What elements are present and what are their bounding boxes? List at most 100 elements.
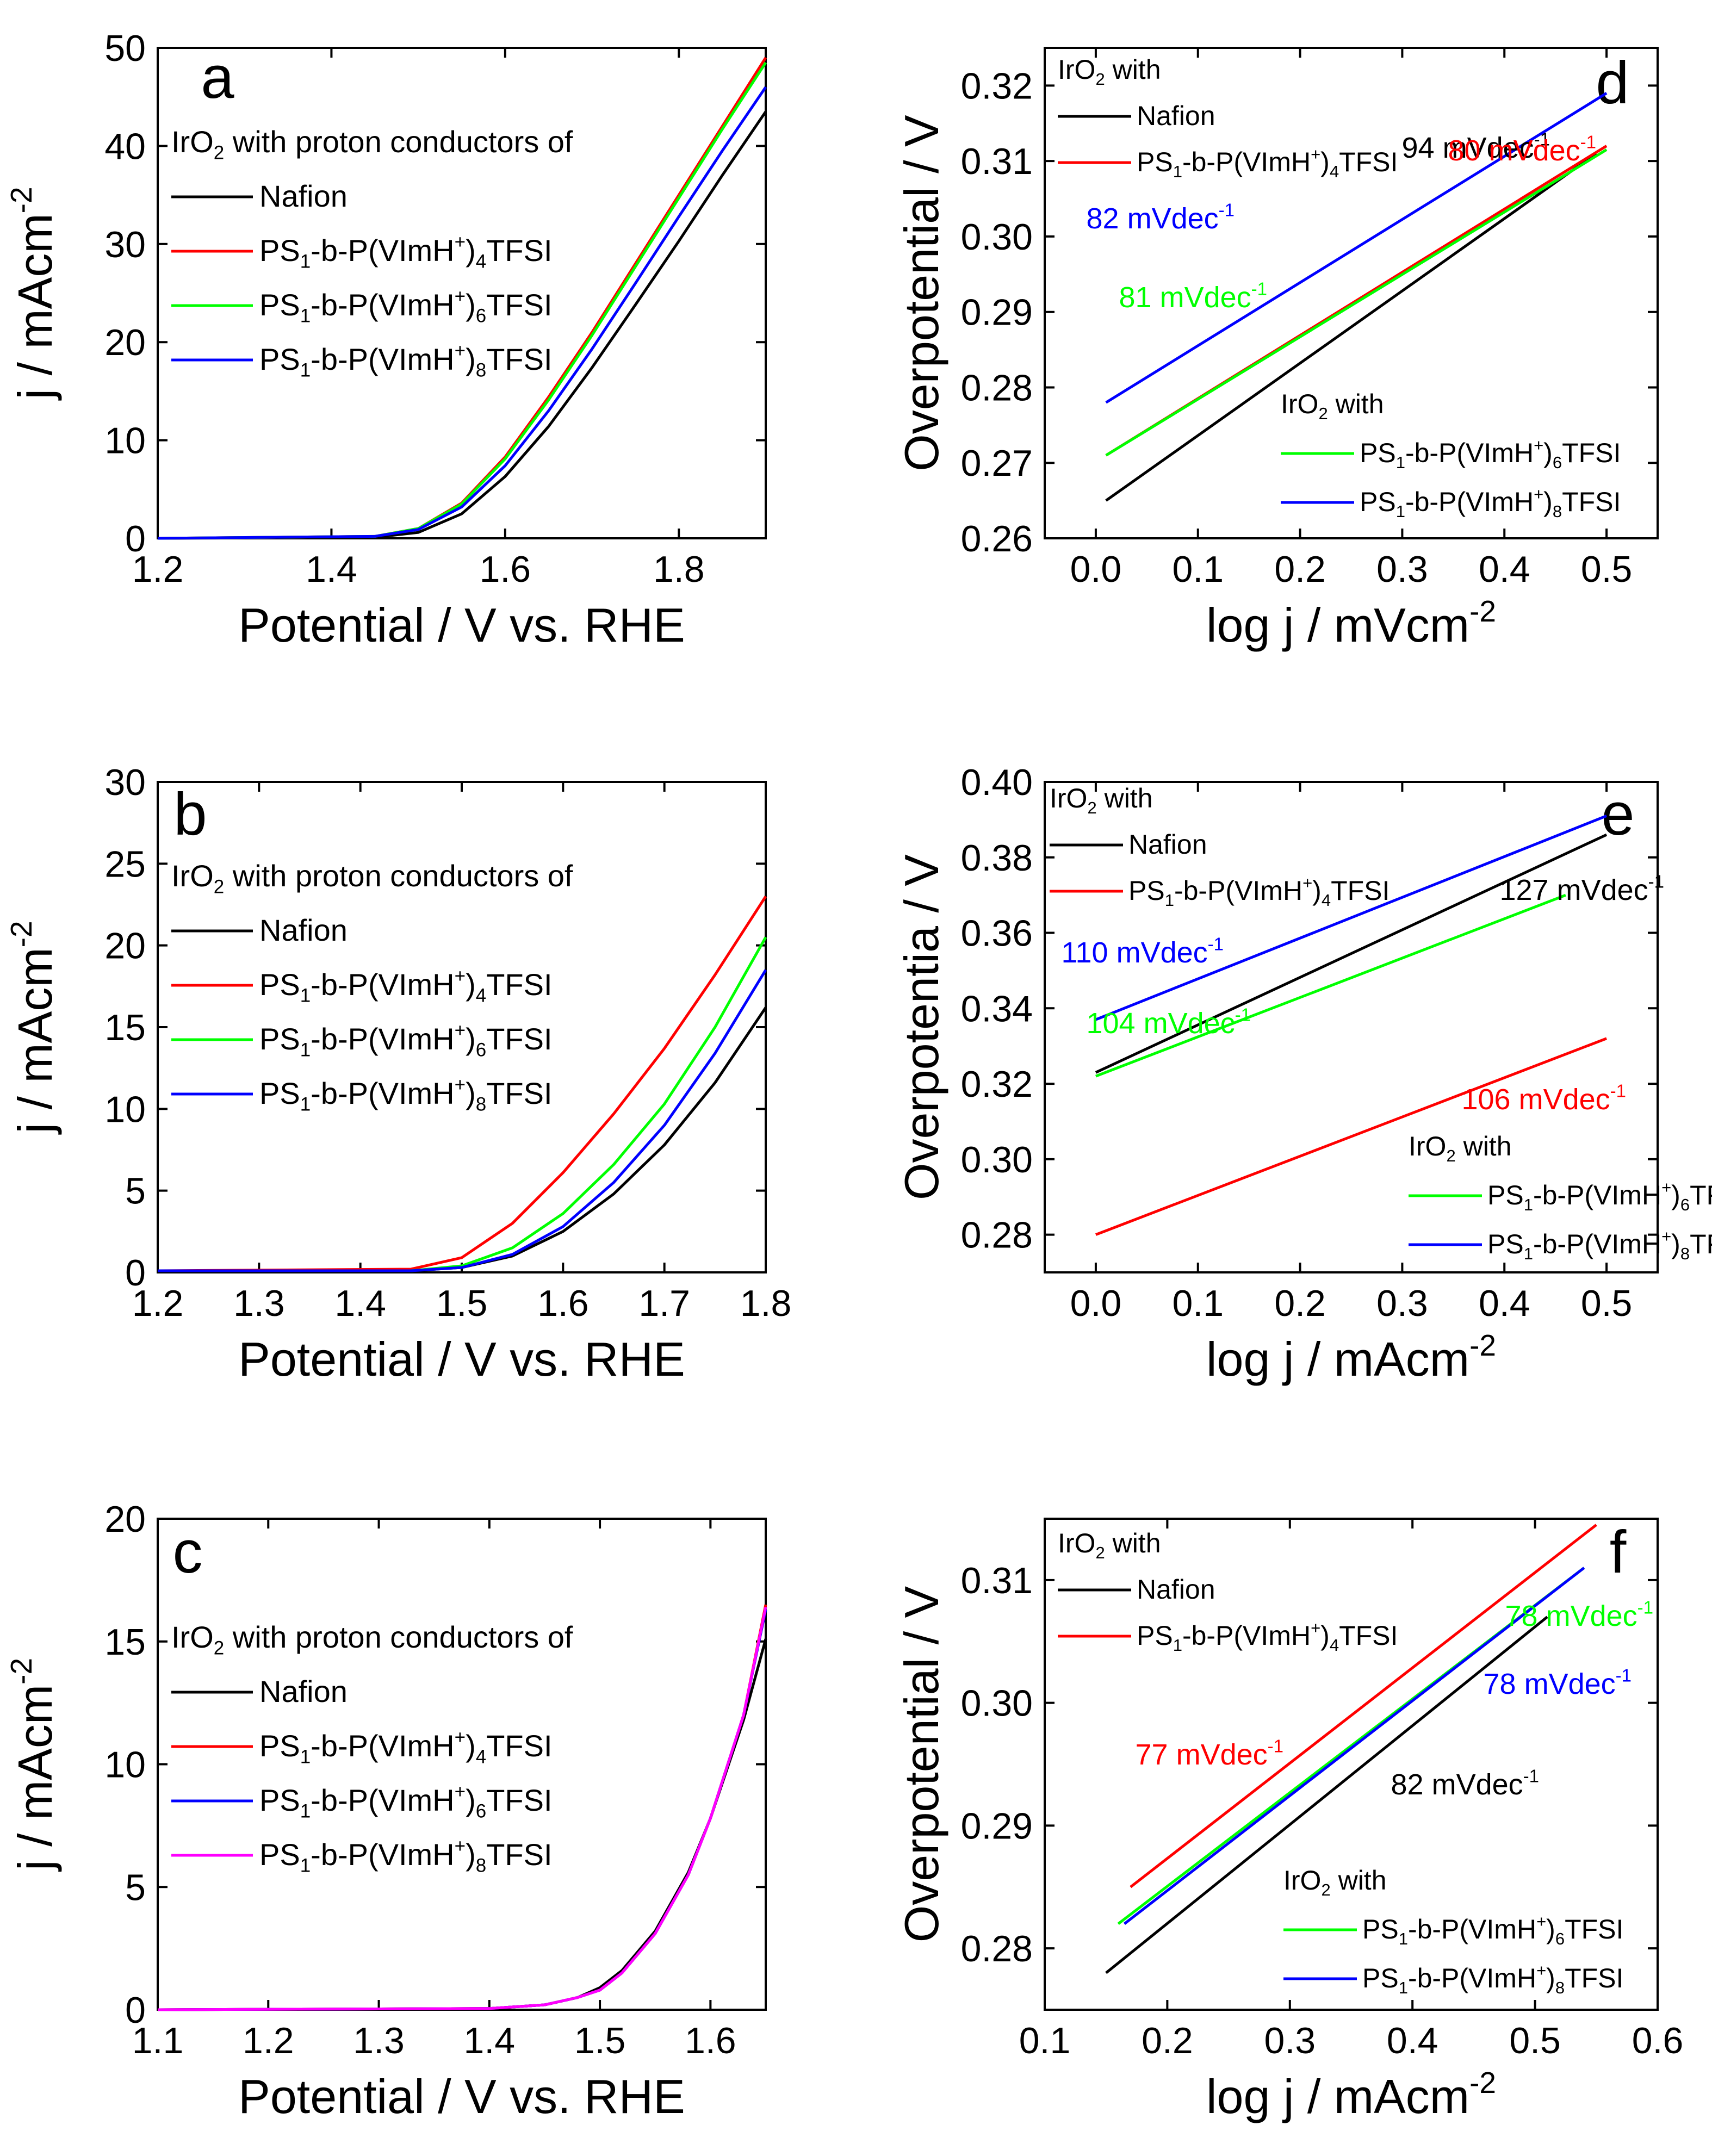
series-line [1105,1616,1548,1974]
legend-label: PS1-b-P(VImH+)8TFSI [1360,484,1621,521]
legend-title: IrO2 with proton conductors of [171,125,573,163]
chart-panel-e: 0.0 0.1 0.2 0.3 0.4 0.5 0.28 0.30 0.32 0.34 0.36 0.… [895,762,1712,1386]
series-line [158,936,767,1272]
x-tick-label: 1.2 [132,1283,184,1324]
y-axis-label: j / mAcm-2 [4,187,62,401]
legend-label: PS1-b-P(VImH+)6TFSI [259,1020,553,1060]
y-tick-label: 0.31 [961,1560,1033,1601]
y-tick-label: 0 [125,1990,146,2031]
x-axis-label: log j / mAcm-2 [1206,1328,1496,1386]
y-tick-label: 10 [104,1089,146,1130]
x-axis-label: log j / mAcm-2 [1206,2066,1496,2123]
y-tick-label: 10 [104,420,146,462]
x-tick-label: 1.6 [685,2020,736,2061]
y-tick-label: 10 [104,1744,146,1786]
legend-label: PS1-b-P(VImH+)6TFSI [259,1781,553,1822]
legend-label: PS1-b-P(VImH+)4TFSI [259,965,553,1006]
series-line [1095,833,1608,1074]
series-line [1095,1037,1607,1236]
series-line [157,1606,767,2011]
legend-label: PS1-b-P(VImH+)8TFSI [259,340,553,381]
chart-panel-f: 0.1 0.2 0.3 0.4 0.5 0.6 0.28 0.29 0.30 0.31 log j … [895,1518,1684,2123]
x-tick-label: 0.6 [1632,2020,1684,2061]
legend-label: PS1-b-P(VImH+)4TFSI [1137,1618,1398,1655]
y-tick-label: 0.28 [961,1928,1033,1969]
plot-frame [157,47,767,539]
panel-letter: a [201,44,234,111]
x-tick-label: 0.3 [1376,549,1428,590]
legend-title: IrO2 with [1058,54,1161,89]
x-tick-label: 1.8 [740,1283,792,1324]
slope-label: 78 mVdec-1 [1505,1597,1653,1632]
panel-letter: b [173,781,207,848]
y-axis-label: Overpotential / V [895,1586,948,1942]
x-tick-label: 0.0 [1070,1283,1122,1324]
y-tick-label: 40 [104,126,146,167]
y-tick-label: 0 [125,1252,146,1294]
legend-label: PS1-b-P(VImH+)6TFSI [1487,1178,1712,1214]
x-axis-label: Potential / V vs. RHE [238,2070,685,2123]
chart-panel-a: 1.2 1.4 1.6 1.8 0 10 20 30 40 50 Potential / V vs.… [4,28,767,652]
x-tick-label: 1.5 [436,1283,488,1324]
x-tick-label: 0.1 [1172,1283,1224,1324]
y-tick-label: 0.29 [961,292,1033,333]
panel-letter: f [1610,1519,1627,1586]
legend-label: PS1-b-P(VImH+)6TFSI [1360,436,1621,472]
series-line [1105,92,1608,404]
slope-label: 94 mVdec-1 [1402,129,1550,164]
x-tick-label: 0.2 [1274,1283,1326,1324]
x-tick-label: 0.5 [1581,549,1633,590]
y-tick-label: 20 [104,925,146,967]
legend-label: PS1-b-P(VImH+)8TFSI [259,1074,553,1115]
x-tick-label: 0.0 [1070,549,1122,590]
x-tick-label: 1.8 [653,549,705,590]
legend-label: PS1-b-P(VImH+)8TFSI [1487,1227,1712,1263]
panel-letter: d [1596,49,1629,116]
legend-label: PS1-b-P(VImH+)6TFSI [259,285,553,326]
x-axis-label: Potential / V vs. RHE [238,1332,685,1386]
slope-label: 104 mVdec-1 [1086,1004,1251,1040]
y-tick-label: 0.38 [961,837,1033,879]
chart-panel-c: 1.1 1.2 1.3 1.4 1.5 1.6 0 5 10 15 20 Potential / V … [4,1499,767,2123]
x-tick-label: 1.3 [233,1283,285,1324]
slope-label: 110 mVdec-1 [1062,934,1224,969]
slope-label: 106 mVdec-1 [1461,1080,1626,1116]
x-tick-label: 1.6 [537,1283,589,1324]
y-tick-label: 0.31 [961,141,1033,182]
legend-label: PS1-b-P(VImH+)6TFSI [1362,1912,1623,1948]
x-tick-label: 1.4 [464,2020,516,2061]
y-tick-label: 20 [104,1499,146,1540]
x-tick-label: 0.4 [1387,2020,1438,2061]
legend-label: Nafion [1128,829,1207,860]
y-tick-label: 0.30 [961,216,1033,258]
slope-label: 127 mVdec-1 [1499,871,1664,906]
x-tick-label: 1.6 [480,549,531,590]
x-tick-label: 0.3 [1264,2020,1316,2061]
x-tick-label: 1.1 [132,2020,184,2061]
y-tick-label: 5 [125,1867,146,1908]
y-axis-label: Overpotential / V [895,115,948,471]
y-tick-label: 0.34 [961,988,1033,1029]
y-tick-label: 0.32 [961,1064,1033,1105]
legend-title: IrO2 with [1058,1528,1161,1562]
x-tick-label: 0.4 [1479,549,1530,590]
slope-label: 80 mVdec-1 [1448,132,1596,167]
y-tick-label: 0.26 [961,518,1033,560]
x-axis-label: log j / mVcm-2 [1206,594,1496,652]
x-tick-label: 0.3 [1376,1283,1428,1324]
panel-letter: e [1601,781,1634,848]
y-tick-label: 0 [125,518,146,560]
x-tick-label: 0.2 [1142,2020,1193,2061]
legend-title: IrO2 with [1283,1865,1387,1899]
legend-label: Nafion [1137,101,1215,131]
x-tick-label: 1.3 [353,2020,405,2061]
y-tick-label: 0.32 [961,65,1033,107]
legend-label: PS1-b-P(VImH+)4TFSI [1137,145,1398,181]
legend-label: Nafion [259,179,348,213]
panel-letter: c [173,1519,203,1586]
legend-label: Nafion [259,913,348,947]
y-tick-label: 0.27 [961,443,1033,484]
y-tick-label: 0.28 [961,1215,1033,1256]
y-tick-label: 0.36 [961,913,1033,954]
